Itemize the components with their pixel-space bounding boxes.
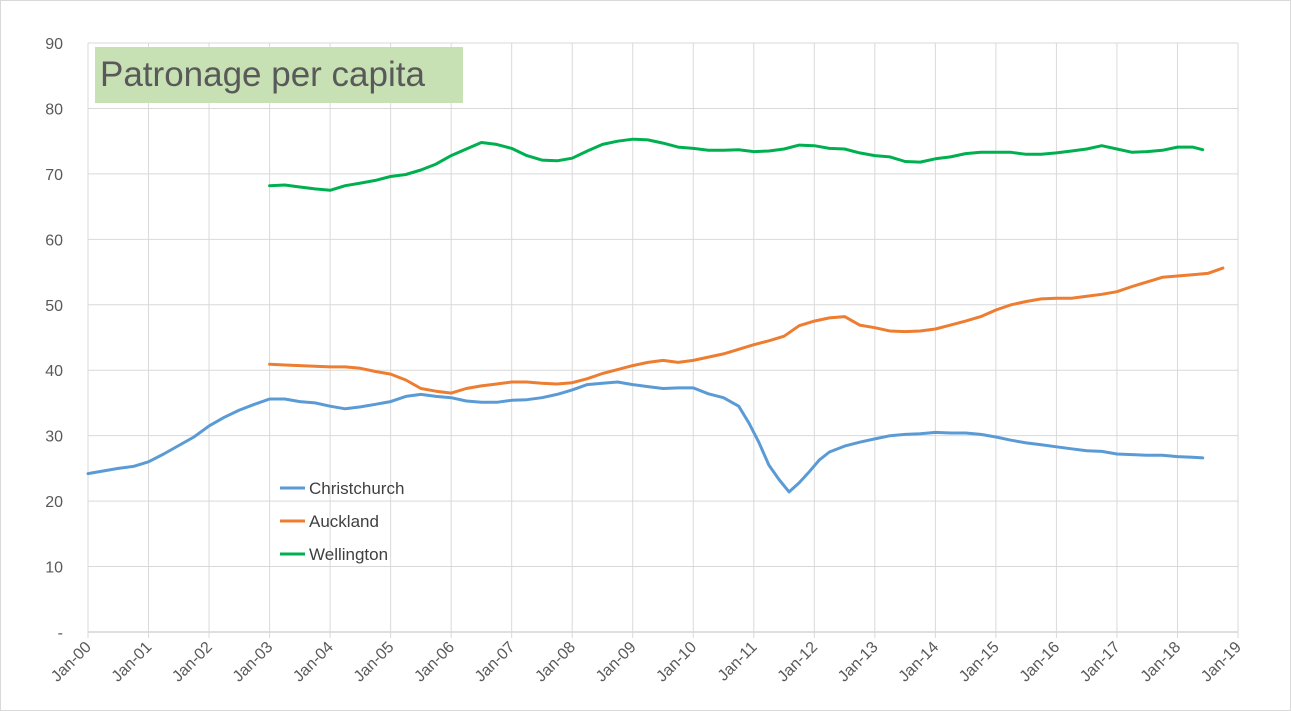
- x-tick-label: Jan-10: [653, 639, 700, 686]
- x-tick-label: Jan-01: [109, 639, 156, 686]
- chart-title: Patronage per capita: [100, 55, 425, 94]
- gridlines: [87, 42, 1239, 638]
- x-tick-label: Jan-08: [532, 639, 579, 686]
- series-line-christchurch: [86, 380, 1205, 494]
- y-tick-label: 70: [45, 167, 63, 184]
- x-tick-label: Jan-16: [1017, 639, 1064, 686]
- series-line-wellington: [268, 137, 1205, 192]
- x-axis-ticks: Jan-00 Jan-01 Jan-02 Jan-03 Jan-04 Jan-05 Jan-…: [48, 639, 1245, 686]
- legend: Christchurch Auckland Wellington: [280, 479, 404, 564]
- x-tick-label: Jan-06: [411, 639, 458, 686]
- y-tick-label: -: [58, 625, 63, 642]
- y-tick-label: 90: [45, 36, 63, 53]
- legend-label-wellington: Wellington: [309, 545, 388, 564]
- x-tick-label: Jan-11: [715, 639, 761, 685]
- legend-label-auckland: Auckland: [309, 512, 379, 531]
- x-tick-label: Jan-18: [1138, 639, 1185, 686]
- x-tick-label: Jan-13: [835, 639, 882, 686]
- y-tick-label: 60: [45, 232, 63, 249]
- x-tick-label: Jan-04: [290, 639, 337, 686]
- series-line-auckland: [268, 266, 1225, 395]
- x-tick-label: Jan-19: [1198, 639, 1245, 686]
- legend-label-christchurch: Christchurch: [309, 479, 404, 498]
- y-tick-label: 80: [45, 101, 63, 118]
- y-axis-ticks: - 10 20 30 40 50 60 70 80 90: [45, 36, 63, 642]
- y-tick-label: 30: [45, 429, 63, 446]
- x-tick-label: Jan-15: [956, 639, 1003, 686]
- x-tick-label: Jan-17: [1077, 639, 1124, 686]
- x-tick-label: Jan-12: [775, 639, 822, 686]
- x-tick-label: Jan-02: [169, 639, 216, 686]
- title-box: [95, 47, 463, 103]
- y-tick-label: 50: [45, 298, 63, 315]
- y-tick-label: 20: [45, 494, 63, 511]
- y-tick-label: 10: [45, 560, 63, 577]
- x-tick-label: Jan-05: [351, 639, 398, 686]
- x-tick-label: Jan-03: [230, 639, 277, 686]
- y-tick-label: 40: [45, 363, 63, 380]
- x-tick-label: Jan-07: [472, 639, 519, 686]
- series-lines: [86, 137, 1225, 494]
- x-tick-label: Jan-14: [896, 639, 943, 686]
- x-tick-label: Jan-09: [593, 639, 640, 686]
- x-tick-label: Jan-00: [48, 639, 95, 686]
